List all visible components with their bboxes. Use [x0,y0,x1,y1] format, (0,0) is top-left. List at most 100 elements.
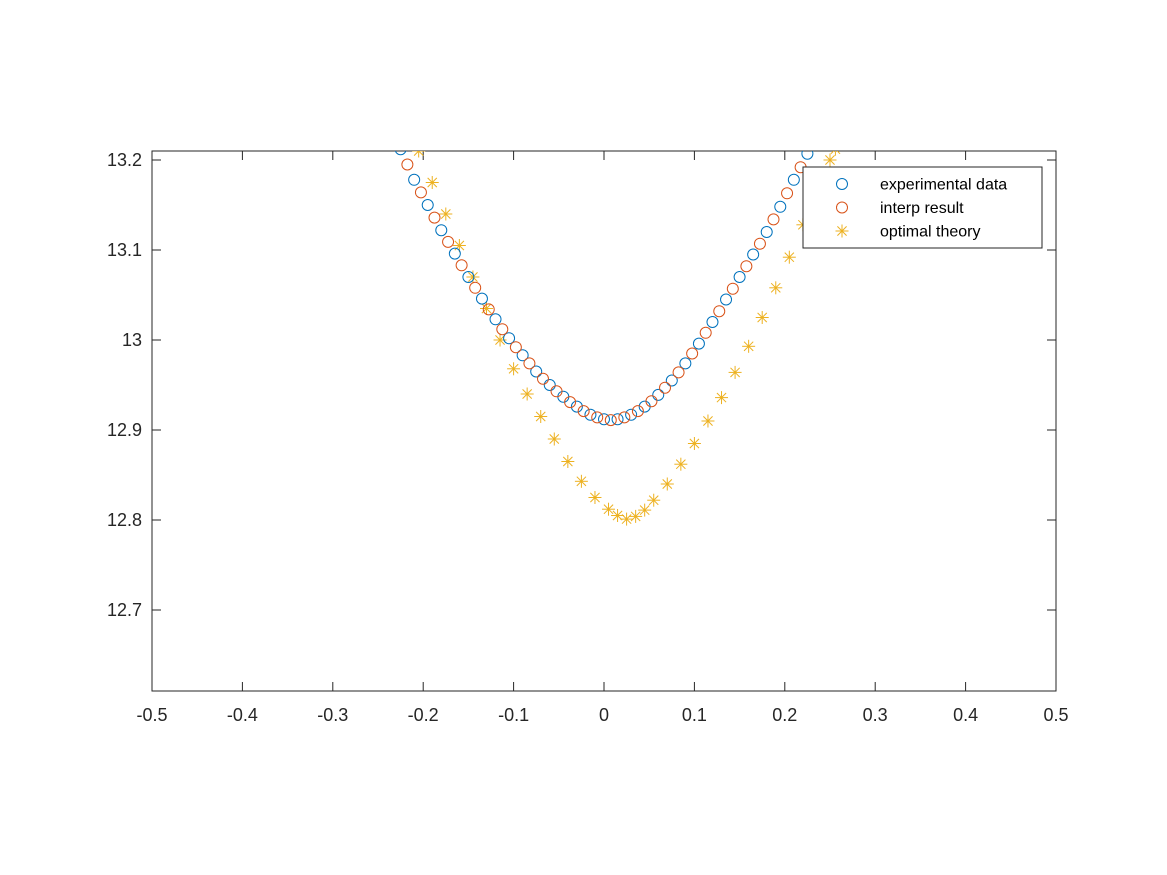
legend-marker [835,224,849,238]
y-tick-label: 13.2 [107,150,142,170]
data-point [753,237,766,250]
data-point [638,503,652,517]
data-point [687,437,701,450]
data-point [645,395,658,408]
data-point [394,151,407,156]
data-point [767,213,780,226]
legend-box [802,166,1043,249]
data-point [503,332,516,345]
data-point [602,502,616,516]
data-point [755,311,769,324]
data-point [618,411,631,424]
y-tick-label: 13.1 [107,240,142,260]
data-point [536,372,549,385]
x-tick-label: -0.4 [227,705,258,725]
data-point [493,333,507,347]
data-point [620,512,634,526]
data-point [591,411,604,424]
data-point [520,387,534,401]
y-tick-label: 12.7 [107,600,142,620]
data-point [425,176,439,189]
x-tick-label: 0.4 [953,705,978,725]
data-point [588,491,602,504]
y-tick-label: 12.9 [107,420,142,440]
data-point [629,509,643,523]
x-tick-label: 0 [599,705,609,725]
data-point [564,396,577,409]
data-point [782,250,796,264]
data-point [475,292,488,305]
data-point [466,270,480,284]
data-point [715,391,729,405]
data-point [647,493,661,507]
x-tick-label: 0.1 [682,705,707,725]
legend-label: experimental data [880,177,1007,194]
data-point [742,339,756,353]
data-point [674,457,688,471]
data-point [720,293,733,306]
x-tick-label: -0.2 [408,705,439,725]
data-point [442,235,455,248]
data-point [414,186,427,199]
x-tick-label: 0.2 [772,705,797,725]
data-point [706,316,719,328]
data-point [672,366,685,379]
data-point [482,303,495,316]
data-point [543,379,556,391]
x-tick-label: -0.3 [317,705,348,725]
data-point [523,357,536,370]
data-series [394,151,841,526]
data-point [769,281,783,295]
series-interp-result [401,158,807,427]
legend-marker [836,201,848,214]
data-point [435,224,448,237]
data-point [469,281,482,294]
data-point [774,200,787,213]
data-point [428,211,441,224]
data-point [611,509,625,522]
legend-label: interp result [880,200,964,217]
data-point [760,226,773,238]
data-point [611,413,624,426]
data-point [728,365,742,379]
legend: experimental data interp result optimal th… [802,166,1043,249]
data-point [787,173,800,186]
x-tick-label: -0.5 [136,705,167,725]
data-point [604,414,617,427]
x-tick-label: -0.1 [498,705,529,725]
data-point [412,151,426,158]
data-point [547,432,561,446]
data-point [733,271,746,283]
data-point [439,207,453,221]
data-point [534,410,548,423]
data-point [550,385,563,398]
data-point [740,260,753,273]
data-point [530,365,543,378]
data-point [455,259,468,272]
legend-label: optimal theory [880,224,981,241]
data-point [509,341,522,354]
data-point [462,271,475,283]
x-tick-label: 0.5 [1043,705,1068,725]
legend-marker [836,178,848,190]
data-point [408,173,421,186]
data-point [561,455,575,468]
y-axis: 12.7 12.8 12.9 13 13.1 13.2 [107,150,1056,620]
data-point [801,151,814,160]
series-optimal-theory [412,151,841,526]
data-point [598,413,610,426]
data-point [781,187,794,200]
data-point [665,374,678,387]
y-tick-label: 13 [122,330,142,350]
data-point [584,408,597,421]
data-point [659,381,672,394]
data-point [699,326,712,339]
y-tick-label: 12.8 [107,510,142,530]
data-point [570,400,583,413]
data-point [679,357,692,370]
data-point [496,323,509,336]
data-point [489,313,502,326]
data-point [507,362,521,376]
data-point [625,408,638,421]
